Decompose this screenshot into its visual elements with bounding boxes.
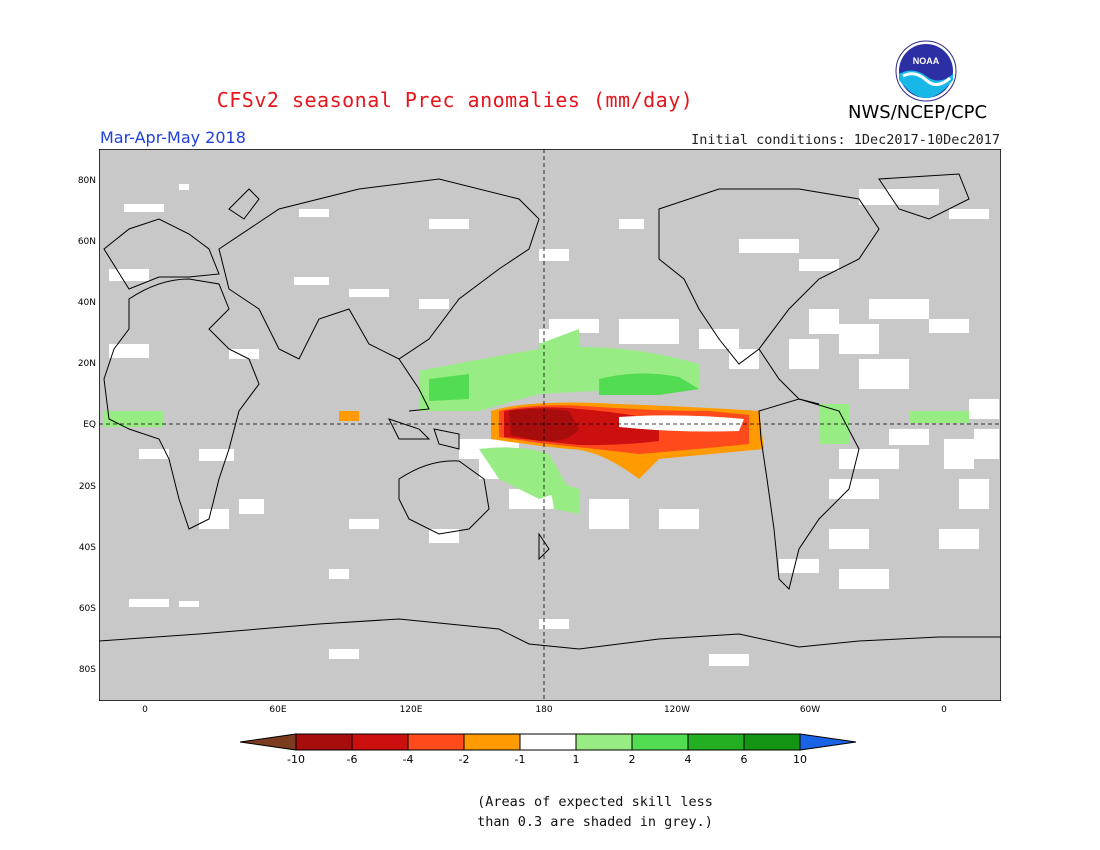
wet-anomalies (104, 329, 969, 514)
colorbar-tick-label: -1 (514, 753, 526, 766)
colorbar-swatch (463, 733, 521, 751)
lat-tick-label: 40S (78, 543, 96, 553)
colorbar-tick-label: -10 (287, 753, 305, 766)
lon-tick-label: 0 (941, 705, 947, 715)
svg-text:NOAA: NOAA (913, 56, 940, 66)
colorbar-swatch (575, 733, 633, 751)
season-label: Mar-Apr-May 2018 (100, 128, 246, 147)
colorbar-tick-label: 2 (628, 753, 636, 766)
initial-conditions-label: Initial conditions: 1Dec2017-10Dec2017 (691, 132, 1000, 148)
lat-tick-label: 80N (77, 176, 96, 186)
skill-note: (Areas of expected skill less than 0.3 a… (0, 792, 1100, 832)
colorbar-tick-label: -2 (458, 753, 470, 766)
colorbar-swatch (799, 733, 857, 751)
note-line: than 0.3 are shaded in grey.) (477, 814, 713, 830)
organization-label: NWS/NCEP/CPC (848, 102, 988, 123)
colorbar-swatch (519, 733, 577, 751)
lon-tick-label: 120W (663, 705, 691, 715)
colorbar-tick-label: 10 (793, 753, 807, 766)
colorbar-tick-label: -4 (402, 753, 414, 766)
colorbar-swatch (240, 733, 297, 751)
colorbar-swatch (743, 733, 801, 751)
lat-tick-label: 80S (78, 665, 96, 675)
lat-tick-label: 20N (77, 359, 96, 369)
colorbar-tick-label: 4 (684, 753, 692, 766)
lat-tick-label: 60S (78, 604, 96, 614)
colorbar-tick-label: 1 (572, 753, 580, 766)
lat-tick-label: 20S (78, 482, 96, 492)
colorbar-swatch (351, 733, 409, 751)
white-patches (109, 184, 999, 666)
colorbar-swatch (687, 733, 745, 751)
lon-tick-label: 180 (535, 705, 553, 715)
lat-tick-label: 40N (77, 298, 96, 308)
lon-tick-label: 60E (269, 705, 287, 715)
lon-tick-label: 60W (799, 705, 821, 715)
lat-tick-label: 60N (77, 237, 96, 247)
lon-tick-label: 0 (142, 705, 148, 715)
colorbar-swatch (631, 733, 689, 751)
colorbar (240, 733, 857, 751)
continent-outlines (99, 173, 1001, 650)
noaa-logo: NOAA (895, 40, 957, 102)
note-line: (Areas of expected skill less (477, 794, 713, 810)
colorbar-swatch (407, 733, 465, 751)
colorbar-tick-label: -6 (346, 753, 358, 766)
equator-line (99, 149, 1001, 701)
colorbar-tick-label: 6 (740, 753, 748, 766)
chart-title: CFSv2 seasonal Prec anomalies (mm/day) (216, 88, 694, 112)
precipitation-anomaly-map (99, 149, 1001, 701)
lon-tick-label: 120E (399, 705, 423, 715)
colorbar-swatch (295, 733, 353, 751)
lat-tick-label: EQ (83, 420, 96, 430)
